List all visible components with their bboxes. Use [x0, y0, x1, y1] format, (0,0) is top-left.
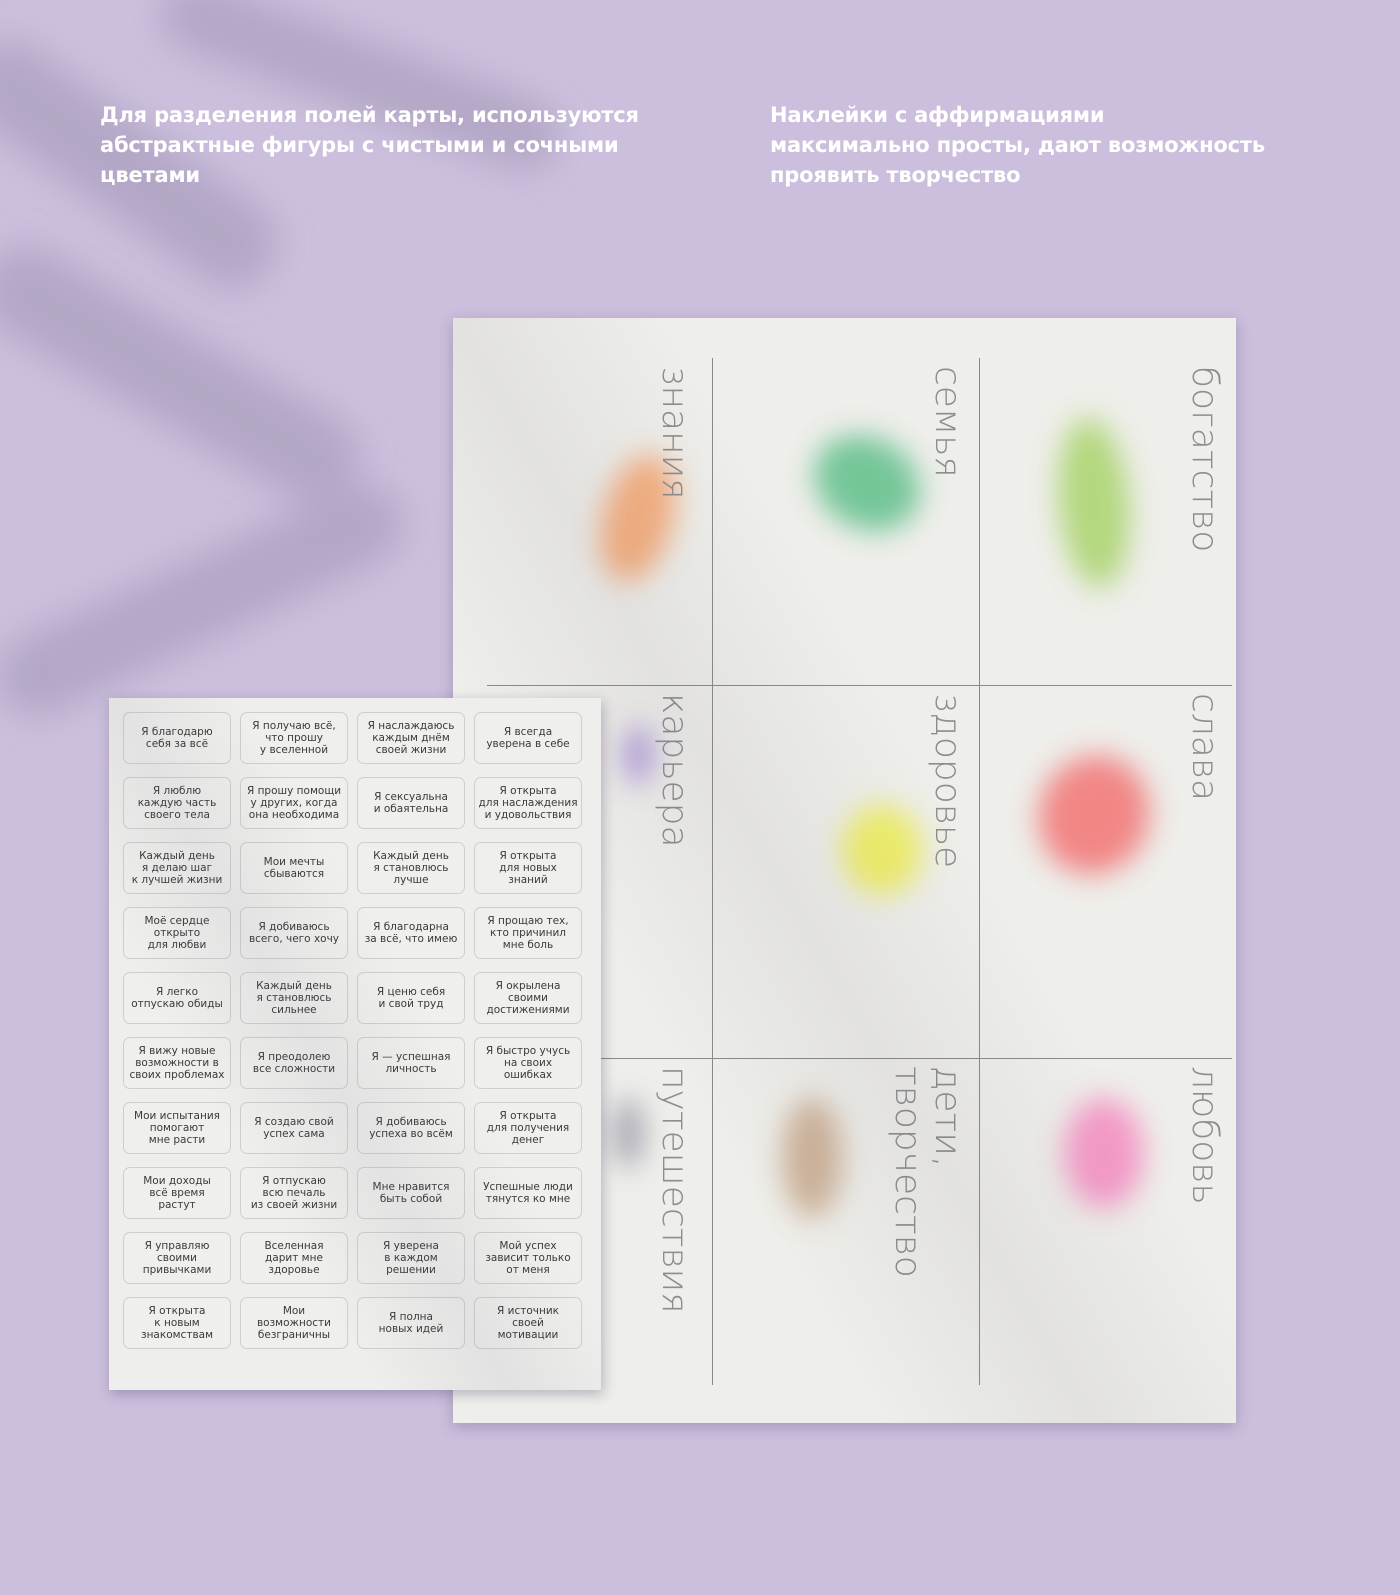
affirmation-sticker[interactable]: Я добиваюсь всего, чего хочу [240, 907, 348, 959]
affirmation-sticker[interactable]: Я прощаю тех, кто причинил мне боль [474, 907, 582, 959]
affirmation-sticker[interactable]: Я открыта к новым знакомствам [123, 1297, 231, 1349]
color-blob [842, 805, 922, 895]
affirmation-sticker[interactable]: Я наслаждаюсь каждым днём своей жизни [357, 712, 465, 764]
affirmation-sticker[interactable]: Каждый день я становлюсь лучше [357, 842, 465, 894]
affirmation-sticker[interactable]: Я люблю каждую часть своего тела [123, 777, 231, 829]
color-blob [782, 1098, 842, 1218]
color-blob [1051, 415, 1137, 591]
grid-line [979, 358, 980, 1385]
affirmation-sticker[interactable]: Каждый день я делаю шаг к лучшей жизни [123, 842, 231, 894]
color-blob [613, 1098, 643, 1168]
grid-line [712, 358, 713, 1385]
cell-label: семья [927, 366, 968, 478]
caption-left: Для разделения полей карты, используются… [100, 103, 639, 187]
affirmation-sticker[interactable]: Я — успешная личность [357, 1037, 465, 1089]
affirmation-sticker[interactable]: Я добиваюсь успеха во всём [357, 1102, 465, 1154]
affirmation-sticker[interactable]: Я сексуальна и обаятельна [357, 777, 465, 829]
leaf-shadow [0, 470, 417, 730]
affirmation-sticker[interactable]: Я благодарю себя за всё [123, 712, 231, 764]
affirmation-sticker[interactable]: Мои возможности безграничны [240, 1297, 348, 1349]
cell-label: здоровье [927, 693, 968, 869]
grid-line [487, 685, 1232, 686]
affirmation-sticker[interactable]: Я ценю себя и свой труд [357, 972, 465, 1024]
affirmation-sticker[interactable]: Мои мечты сбываются [240, 842, 348, 894]
color-blob [623, 725, 653, 785]
affirmation-sticker[interactable]: Успешные люди тянутся ко мне [474, 1167, 582, 1219]
affirmation-sticker[interactable]: Я полна новых идей [357, 1297, 465, 1349]
leaf-shadow [0, 231, 375, 519]
cell-label: богатство [1184, 366, 1225, 553]
grid-line [487, 1058, 1232, 1059]
affirmation-sticker[interactable]: Мои доходы всё время растут [123, 1167, 231, 1219]
affirmation-sticker[interactable]: Я источник своей мотивации [474, 1297, 582, 1349]
color-blob [1021, 739, 1167, 891]
affirmation-sticker[interactable]: Я управляю своими привычками [123, 1232, 231, 1284]
cell-label: слава [1184, 693, 1225, 802]
color-blob [796, 416, 938, 550]
affirmation-sticker[interactable]: Я благодарна за всё, что имею [357, 907, 465, 959]
affirmation-sticker[interactable]: Я прошу помощи у других, когда она необх… [240, 777, 348, 829]
affirmation-sticker[interactable]: Моё сердце открыто для любви [123, 907, 231, 959]
affirmation-sticker[interactable]: Я открыта для наслаждения и удовольствия [474, 777, 582, 829]
color-blob [1064, 1098, 1144, 1208]
caption-right: Наклейки с аффирмациями максимально прос… [770, 103, 1265, 187]
affirmation-sticker[interactable]: Я всегда уверена в себе [474, 712, 582, 764]
affirmation-sticker[interactable]: Я уверена в каждом решении [357, 1232, 465, 1284]
cell-label: путешествия [654, 1066, 695, 1314]
affirmation-sticker[interactable]: Каждый день я становлюсь сильнее [240, 972, 348, 1024]
affirmation-sticker[interactable]: Я создаю свой успех сама [240, 1102, 348, 1154]
affirmation-sticker[interactable]: Я отпускаю всю печаль из своей жизни [240, 1167, 348, 1219]
affirmation-sticker[interactable]: Я получаю всё, что прошу у вселенной [240, 712, 348, 764]
cell-label: любовь [1184, 1066, 1225, 1205]
affirmation-sticker[interactable]: Я быстро учусь на своих ошибках [474, 1037, 582, 1089]
affirmation-sticker[interactable]: Я открыта для получения денег [474, 1102, 582, 1154]
affirmation-sticker[interactable]: Вселенная дарит мне здоровье [240, 1232, 348, 1284]
cell-label: дети, творчество [887, 1066, 968, 1278]
cell-label: карьера [654, 693, 695, 848]
affirmation-sticker[interactable]: Мне нравится быть собой [357, 1167, 465, 1219]
affirmation-sticker[interactable]: Я окрылена своими достижениями [474, 972, 582, 1024]
affirmation-sticker[interactable]: Я преодолею все сложности [240, 1037, 348, 1089]
cell-label: знания [654, 366, 695, 500]
sticker-sheet: Я благодарю себя за всё Я получаю всё, чт… [109, 698, 601, 1390]
affirmation-sticker[interactable]: Я вижу новые возможности в своих проблем… [123, 1037, 231, 1089]
affirmation-sticker[interactable]: Я легко отпускаю обиды [123, 972, 231, 1024]
affirmation-sticker[interactable]: Мои испытания помогают мне расти [123, 1102, 231, 1154]
affirmation-sticker[interactable]: Я открыта для новых знаний [474, 842, 582, 894]
affirmation-sticker[interactable]: Мой успех зависит только от меня [474, 1232, 582, 1284]
